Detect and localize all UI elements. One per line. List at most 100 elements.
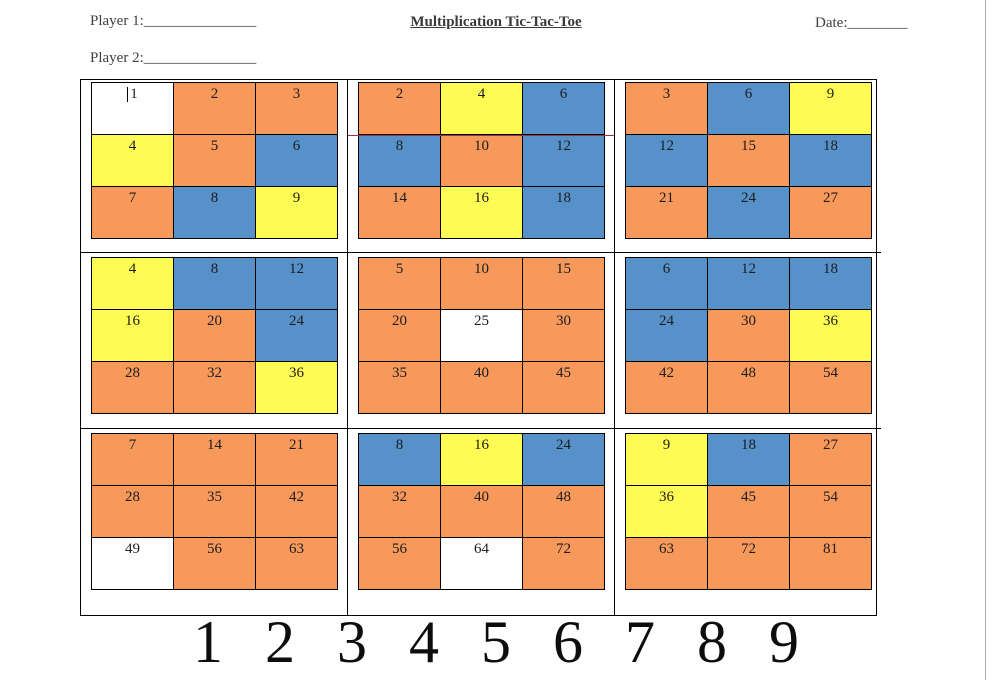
board-4-cell-16[interactable]: 16: [91, 309, 174, 362]
board-9-cell-45[interactable]: 45: [707, 485, 790, 538]
player2-blank-field[interactable]: _______________: [143, 50, 257, 66]
cell-number: 25: [474, 313, 489, 329]
board-8-cell-56[interactable]: 56: [358, 537, 441, 590]
board-4-cell-28[interactable]: 28: [91, 361, 174, 414]
board-6-cell-36[interactable]: 36: [789, 309, 872, 362]
board-3-cell-12[interactable]: 12: [625, 134, 708, 187]
cell-number: 63: [289, 541, 304, 557]
board-9-cell-54[interactable]: 54: [789, 485, 872, 538]
player1-blank-field[interactable]: _______________: [143, 13, 257, 29]
board-1-cell-3[interactable]: 3: [255, 82, 338, 135]
board-5-cell-35[interactable]: 35: [358, 361, 441, 414]
board-5-cell-40[interactable]: 40: [440, 361, 523, 414]
board-3-cell-21[interactable]: 21: [625, 186, 708, 239]
board-5-cell-25[interactable]: 25: [440, 309, 523, 362]
cell-number: 2: [210, 86, 219, 102]
cell-number: 32: [207, 365, 222, 381]
strip-number-1: 1: [193, 609, 223, 675]
board-8-cell-72[interactable]: 72: [522, 537, 605, 590]
board-3-cell-3[interactable]: 3: [625, 82, 708, 135]
board-2-cell-10[interactable]: 10: [440, 134, 523, 187]
board-9-cell-18[interactable]: 18: [707, 433, 790, 486]
cell-number: 45: [556, 365, 571, 381]
board-6-cell-54[interactable]: 54: [789, 361, 872, 414]
board-slot-6: 6 12 18 24 30 36 42 48 54: [615, 253, 881, 429]
board-4-cell-12[interactable]: 12: [255, 257, 338, 310]
board-3-cell-9[interactable]: 9: [789, 82, 872, 135]
board-9-cell-81[interactable]: 81: [789, 537, 872, 590]
board-1-cell-5[interactable]: 5: [173, 134, 256, 187]
board-7-cell-14[interactable]: 14: [173, 433, 256, 486]
cell-number: 40: [474, 489, 489, 505]
board-2-cell-14[interactable]: 14: [358, 186, 441, 239]
board-1-cell-7[interactable]: 7: [91, 186, 174, 239]
board-8-cell-32[interactable]: 32: [358, 485, 441, 538]
board-7-cell-42[interactable]: 42: [255, 485, 338, 538]
board-8-cell-8[interactable]: 8: [358, 433, 441, 486]
board-7-cell-35[interactable]: 35: [173, 485, 256, 538]
cell-number: 3: [662, 86, 671, 102]
board-4-cell-36[interactable]: 36: [255, 361, 338, 414]
board-2-cell-16[interactable]: 16: [440, 186, 523, 239]
cell-number: 12: [659, 138, 674, 154]
board-6-cell-24[interactable]: 24: [625, 309, 708, 362]
cell-number: 28: [125, 365, 140, 381]
board-8-cell-40[interactable]: 40: [440, 485, 523, 538]
board-4-cell-24[interactable]: 24: [255, 309, 338, 362]
board-1-cell-6[interactable]: 6: [255, 134, 338, 187]
board-2-cell-8[interactable]: 8: [358, 134, 441, 187]
board-7-cell-49[interactable]: 49: [91, 537, 174, 590]
board-3-cell-24[interactable]: 24: [707, 186, 790, 239]
board-4-cell-4[interactable]: 4: [91, 257, 174, 310]
board-7-cell-56[interactable]: 56: [173, 537, 256, 590]
board-6-cell-18[interactable]: 18: [789, 257, 872, 310]
board-3-cell-15[interactable]: 15: [707, 134, 790, 187]
board-2-cell-4[interactable]: 4: [440, 82, 523, 135]
board-5-cell-30[interactable]: 30: [522, 309, 605, 362]
board-4-cell-32[interactable]: 32: [173, 361, 256, 414]
board-1-cell-1[interactable]: 1: [91, 82, 174, 135]
date-blank-field[interactable]: ________: [847, 15, 908, 31]
board-7-cell-28[interactable]: 28: [91, 485, 174, 538]
board-7-cell-7[interactable]: 7: [91, 433, 174, 486]
board-2-cell-6[interactable]: 6: [522, 82, 605, 135]
board-5-cell-20[interactable]: 20: [358, 309, 441, 362]
board-4-cell-20[interactable]: 20: [173, 309, 256, 362]
board-9-cell-9[interactable]: 9: [625, 433, 708, 486]
cell-number: 15: [556, 261, 571, 277]
board-9-cell-36[interactable]: 36: [625, 485, 708, 538]
board-8-cell-48[interactable]: 48: [522, 485, 605, 538]
board-1-cell-4[interactable]: 4: [91, 134, 174, 187]
board-6-cell-42[interactable]: 42: [625, 361, 708, 414]
board-7-cell-21[interactable]: 21: [255, 433, 338, 486]
board-5-cell-5[interactable]: 5: [358, 257, 441, 310]
board-6-cell-48[interactable]: 48: [707, 361, 790, 414]
board-2-cell-12[interactable]: 12: [522, 134, 605, 187]
board-3-cell-18[interactable]: 18: [789, 134, 872, 187]
board-6-cell-12[interactable]: 12: [707, 257, 790, 310]
board-1-cell-9[interactable]: 9: [255, 186, 338, 239]
board-9-cell-63[interactable]: 63: [625, 537, 708, 590]
board-3-cell-27[interactable]: 27: [789, 186, 872, 239]
board-5-cell-15[interactable]: 15: [522, 257, 605, 310]
board-8-cell-16[interactable]: 16: [440, 433, 523, 486]
multiplication-board-8: 8 16 24 32 40 48 56 64 72: [358, 433, 605, 590]
board-9-cell-27[interactable]: 27: [789, 433, 872, 486]
board-3-cell-6[interactable]: 6: [707, 82, 790, 135]
board-8-cell-24[interactable]: 24: [522, 433, 605, 486]
board-4-cell-8[interactable]: 8: [173, 257, 256, 310]
cell-number: 27: [823, 190, 838, 206]
board-5-cell-10[interactable]: 10: [440, 257, 523, 310]
board-7-cell-63[interactable]: 63: [255, 537, 338, 590]
board-5-cell-45[interactable]: 45: [522, 361, 605, 414]
board-6-cell-30[interactable]: 30: [707, 309, 790, 362]
board-2-cell-2[interactable]: 2: [358, 82, 441, 135]
cell-number: 35: [207, 489, 222, 505]
board-1-cell-8[interactable]: 8: [173, 186, 256, 239]
board-2-cell-18[interactable]: 18: [522, 186, 605, 239]
board-6-cell-6[interactable]: 6: [625, 257, 708, 310]
board-1-cell-2[interactable]: 2: [173, 82, 256, 135]
board-8-cell-64[interactable]: 64: [440, 537, 523, 590]
board-9-cell-72[interactable]: 72: [707, 537, 790, 590]
cell-number: 9: [662, 437, 671, 453]
